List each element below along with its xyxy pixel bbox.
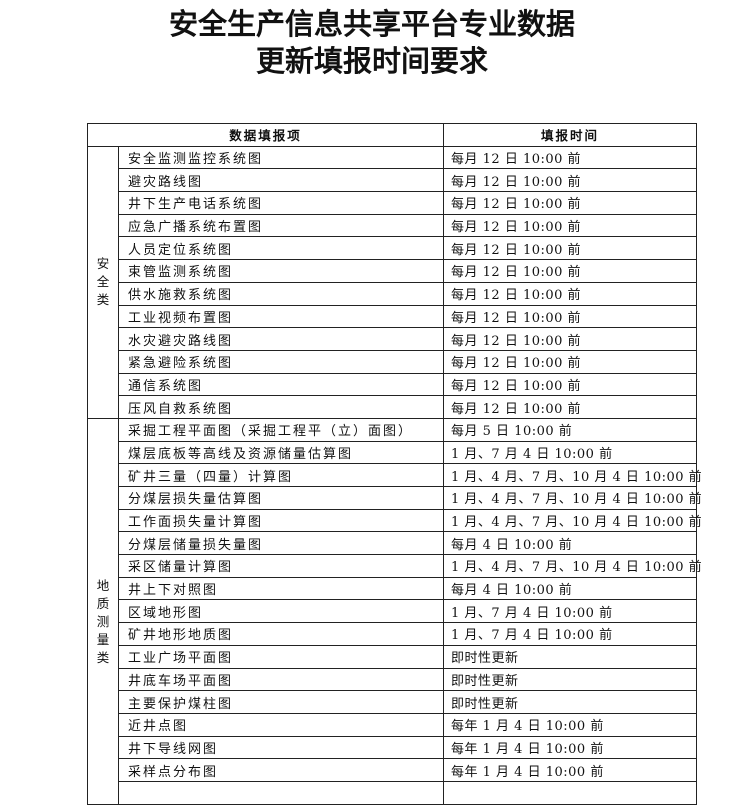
item-cell: 通信系统图 [117,372,445,397]
table-row: 地质测量类 采掘工程平面图（采掘工程平（立）面图） 每月 5 日 10:00 前 [87,417,698,805]
time-cell: 每月 12 日 10:00 前 [443,304,698,329]
table-row: 矿井三量（四量）计算图 1 月、4 月、7 月、10 月 4 日 10:00 前 [88,463,702,487]
category-label: 安全类 [96,255,110,307]
table-row: 主要保护煤柱图 即时性更新 [88,690,698,714]
item-cell: 水灾避灾路线图 [117,327,445,351]
item-cell: 采样点分布图 [117,758,445,782]
item-cell [117,780,445,805]
item-cell: 供水施救系统图 [117,281,445,306]
time-cell: 每月 12 日 10:00 前 [443,372,698,397]
table-row: 矿井地形地质图 1 月、7 月 4 日 10:00 前 [88,622,698,646]
category-label: 地质测量类 [96,577,110,665]
table-row: 避灾路线图 每月 12 日 10:00 前 [88,168,698,193]
time-cell: 每月 5 日 10:00 前 [443,417,698,442]
item-cell: 主要保护煤柱图 [117,690,445,714]
table-row: 水灾避灾路线图 每月 12 日 10:00 前 [88,327,698,351]
time-cell: 1 月、4 月、7 月、10 月 4 日 10:00 前 [443,508,702,533]
item-cell: 区域地形图 [117,599,445,624]
item-cell: 井底车场平面图 [117,667,445,692]
table-row: 应急广播系统布置图 每月 12 日 10:00 前 [88,213,698,238]
item-cell: 井下生产电话系统图 [117,191,445,215]
time-cell: 1 月、4 月、7 月、10 月 4 日 10:00 前 [443,554,702,578]
item-cell: 工作面损失量计算图 [117,508,445,533]
time-cell: 1 月、4 月、7 月、10 月 4 日 10:00 前 [443,463,702,487]
table-row: 分煤层储量损失量图 每月 4 日 10:00 前 [88,531,698,556]
time-cell: 每年 1 月 4 日 10:00 前 [443,758,698,782]
item-cell: 分煤层损失量估算图 [117,486,445,510]
category-cell: 地质测量类 [87,417,119,805]
table-row: 工业广场平面图 即时性更新 [88,644,698,669]
time-cell: 每月 12 日 10:00 前 [443,259,698,283]
table-row: 人员定位系统图 每月 12 日 10:00 前 [88,236,698,261]
table-row: 井底车场平面图 即时性更新 [88,667,698,692]
table-row: 工作面损失量计算图 1 月、4 月、7 月、10 月 4 日 10:00 前 [88,508,702,533]
table-row: 采样点分布图 每年 1 月 4 日 10:00 前 [88,758,698,782]
table-row: 分煤层损失量估算图 1 月、4 月、7 月、10 月 4 日 10:00 前 [88,486,702,510]
time-cell [443,780,698,805]
table-row: 压风自救系统图 每月 12 日 10:00 前 [88,395,698,419]
table-row: 区域地形图 1 月、7 月 4 日 10:00 前 [88,599,698,624]
item-cell: 束管监测系统图 [117,259,445,283]
table-row: 采区储量计算图 1 月、4 月、7 月、10 月 4 日 10:00 前 [88,554,702,578]
category-cell: 安全类 [87,145,119,419]
item-cell: 井上下对照图 [117,576,445,601]
time-cell: 1 月、7 月 4 日 10:00 前 [443,599,698,624]
reporting-schedule-table: 数据填报项 填报时间 安全类 安全监测监控系统图 每月 12 日 10:00 前避灾… [86,123,702,805]
time-cell: 每月 4 日 10:00 前 [443,531,698,556]
item-cell: 采掘工程平面图（采掘工程平（立）面图） [117,417,445,442]
document-title-line2: 更新填报时间要求 [255,44,488,78]
time-cell: 每月 12 日 10:00 前 [443,145,698,170]
item-cell: 安全监测监控系统图 [117,145,445,170]
item-cell: 人员定位系统图 [117,236,445,261]
item-cell: 近井点图 [117,712,445,737]
table-row: 井下生产电话系统图 每月 12 日 10:00 前 [88,191,698,215]
time-cell: 每月 12 日 10:00 前 [443,395,698,419]
table-row: 井上下对照图 每月 4 日 10:00 前 [88,576,698,601]
item-cell: 工业视频布置图 [117,304,445,329]
header-time: 填报时间 [443,123,698,147]
time-cell: 每月 12 日 10:00 前 [443,281,698,306]
time-cell: 每月 12 日 10:00 前 [443,168,698,193]
table-row: 通信系统图 每月 12 日 10:00 前 [88,372,698,397]
header-item: 数据填报项 [86,123,445,147]
time-cell: 每月 12 日 10:00 前 [443,349,698,374]
item-cell: 紧急避险系统图 [117,349,445,374]
table-row: 井下导线网图 每年 1 月 4 日 10:00 前 [88,735,698,760]
time-cell: 即时性更新 [443,690,698,714]
time-cell: 每月 12 日 10:00 前 [443,327,698,351]
item-cell: 煤层底板等高线及资源储量估算图 [117,440,445,465]
table-row: 工业视频布置图 每月 12 日 10:00 前 [88,304,698,329]
time-cell: 1 月、7 月 4 日 10:00 前 [443,440,698,465]
table-row: 供水施救系统图 每月 12 日 10:00 前 [88,281,698,306]
item-cell: 矿井地形地质图 [117,622,445,646]
time-cell: 即时性更新 [443,667,698,692]
time-cell: 每年 1 月 4 日 10:00 前 [443,712,698,737]
item-cell: 分煤层储量损失量图 [117,531,445,556]
time-cell: 每月 12 日 10:00 前 [443,191,698,215]
table-header-row: 数据填报项 填报时间 [86,123,698,147]
time-cell: 每月 4 日 10:00 前 [443,576,698,601]
time-cell: 1 月、7 月 4 日 10:00 前 [443,622,698,646]
item-cell: 避灾路线图 [117,168,445,193]
item-cell: 压风自救系统图 [117,395,445,419]
item-cell: 井下导线网图 [117,735,445,760]
item-cell: 应急广播系统布置图 [117,213,445,238]
item-cell: 采区储量计算图 [117,554,445,578]
document-title-line1: 安全生产信息共享平台专业数据 [168,7,575,41]
item-cell: 工业广场平面图 [117,644,445,669]
time-cell: 即时性更新 [443,644,698,669]
table-row: 紧急避险系统图 每月 12 日 10:00 前 [88,349,698,374]
table-row [88,780,698,805]
table-row: 近井点图 每年 1 月 4 日 10:00 前 [88,712,698,737]
time-cell: 每年 1 月 4 日 10:00 前 [443,735,698,760]
time-cell: 1 月、4 月、7 月、10 月 4 日 10:00 前 [443,486,702,510]
table-row: 束管监测系统图 每月 12 日 10:00 前 [88,259,698,283]
table-row: 煤层底板等高线及资源储量估算图 1 月、7 月 4 日 10:00 前 [88,440,698,465]
time-cell: 每月 12 日 10:00 前 [443,236,698,261]
table-row: 安全类 安全监测监控系统图 每月 12 日 10:00 前 [87,145,698,419]
time-cell: 每月 12 日 10:00 前 [443,213,698,238]
item-cell: 矿井三量（四量）计算图 [117,463,445,487]
